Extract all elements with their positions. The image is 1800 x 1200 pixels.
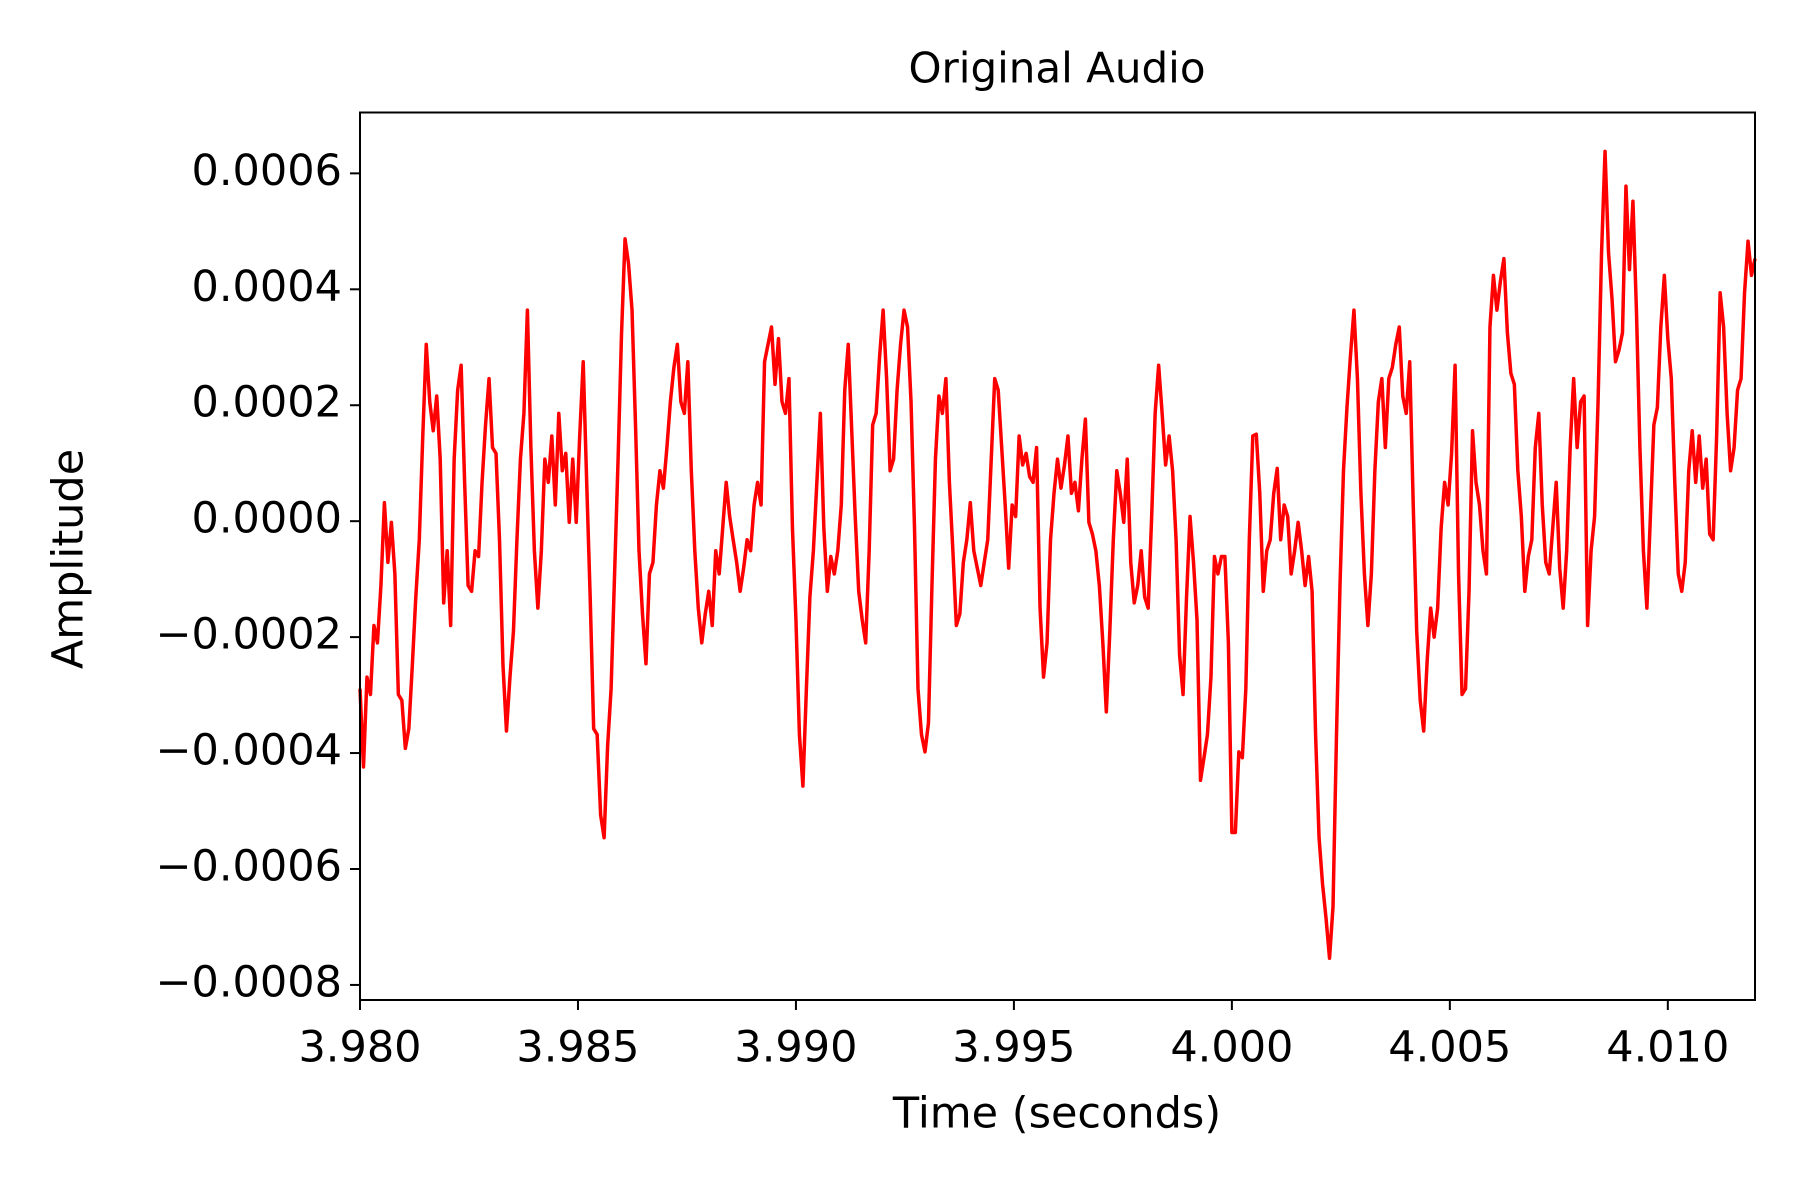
y-tick-label: −0.0002 <box>156 610 343 660</box>
x-tick-label: 3.995 <box>952 1023 1075 1073</box>
x-tick-label: 4.005 <box>1388 1023 1511 1073</box>
x-tick-label: 4.000 <box>1170 1023 1293 1073</box>
y-tick-label: 0.0002 <box>192 378 342 428</box>
axes-frame <box>359 111 1756 1001</box>
line-series <box>358 149 1757 961</box>
x-axis-label: Time (seconds) <box>892 1089 1221 1139</box>
y-tick-label: −0.0004 <box>156 726 343 776</box>
x-tick-label: 3.985 <box>516 1023 639 1073</box>
y-tick-label: 0.0000 <box>192 494 342 544</box>
x-tick-label: 3.990 <box>734 1023 857 1073</box>
y-tick-label: −0.0008 <box>156 957 343 1007</box>
plot-area <box>358 149 1757 961</box>
y-tick-label: −0.0006 <box>156 841 343 891</box>
x-tick-label: 4.010 <box>1606 1023 1729 1073</box>
x-tick-label: 3.980 <box>298 1023 421 1073</box>
y-tick-label: 0.0006 <box>192 146 342 196</box>
y-axis-label: Amplitude <box>44 449 94 669</box>
chart-title: Original Audio <box>908 44 1205 93</box>
y-tick-label: 0.0004 <box>192 262 342 312</box>
